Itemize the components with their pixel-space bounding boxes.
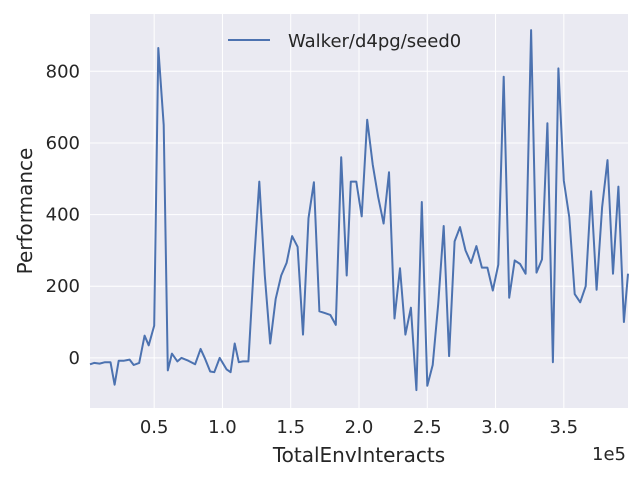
y-tick-label: 600: [46, 133, 80, 154]
x-tick-label: 3.0: [481, 417, 510, 438]
y-tick-label: 400: [46, 205, 80, 226]
y-tick-label: 800: [46, 61, 80, 82]
x-tick-label: 2.0: [345, 417, 374, 438]
x-offset-label: 1e5: [592, 444, 626, 465]
y-tick-label: 0: [69, 348, 80, 369]
y-axis-label: Performance: [13, 148, 37, 275]
legend: Walker/d4pg/seed0: [228, 31, 461, 52]
y-tick-label: 200: [46, 276, 80, 297]
x-tick-label: 3.5: [550, 417, 579, 438]
x-tick-labels: 0.5 1.0 1.5 2.0 2.5 3.0 3.5: [140, 417, 578, 438]
legend-entry: Walker/d4pg/seed0: [288, 31, 461, 52]
x-tick-label: 1.0: [208, 417, 237, 438]
grid-lines: [90, 14, 628, 408]
y-tick-labels: 0 200 400 600 800: [46, 61, 80, 369]
x-tick-label: 1.5: [276, 417, 305, 438]
x-tick-label: 0.5: [140, 417, 169, 438]
x-axis-label: TotalEnvInteracts: [272, 443, 445, 467]
series-layer: [89, 29, 629, 392]
x-tick-label: 2.5: [413, 417, 442, 438]
series-line: [89, 29, 629, 392]
